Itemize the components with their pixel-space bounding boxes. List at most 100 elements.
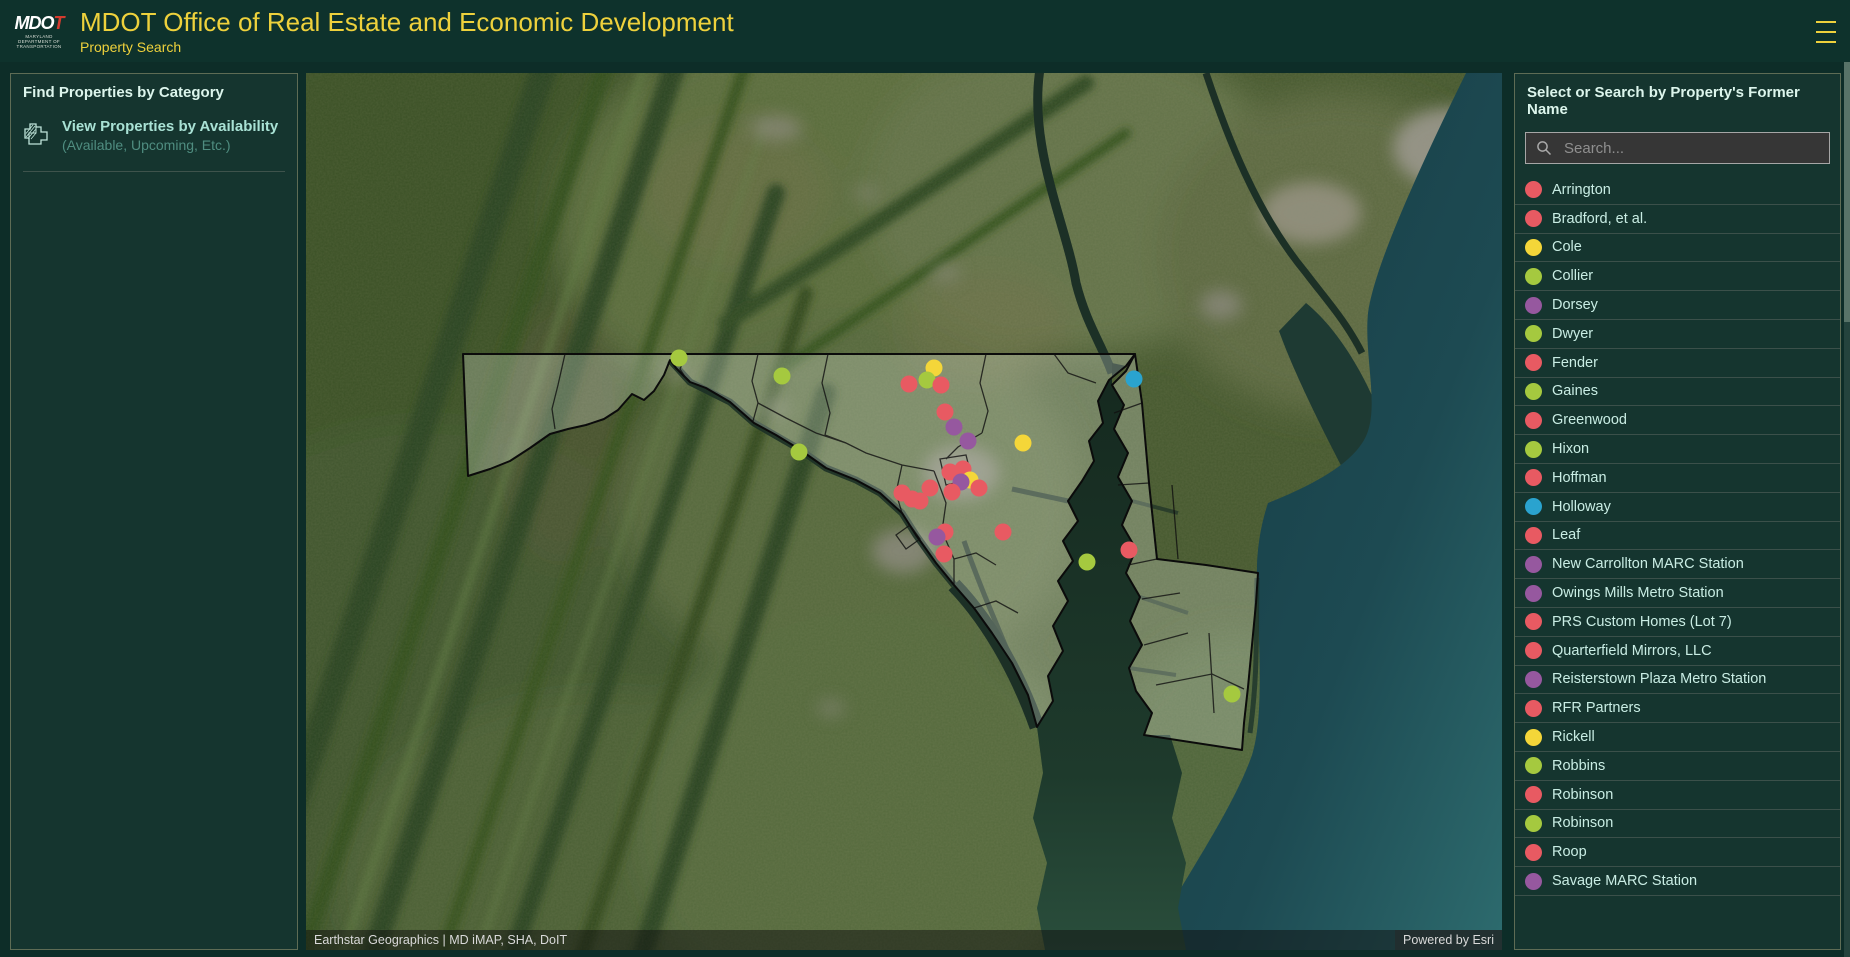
property-list-item[interactable]: Holloway <box>1515 493 1840 522</box>
property-name-label: Bradford, et al. <box>1552 210 1648 227</box>
property-name-label: PRS Custom Homes (Lot 7) <box>1552 613 1732 630</box>
property-list-item[interactable]: Roop <box>1515 838 1840 868</box>
map-property-dot[interactable] <box>670 349 688 367</box>
property-list-item[interactable]: PRS Custom Homes (Lot 7) <box>1515 608 1840 637</box>
property-color-dot <box>1525 613 1542 631</box>
property-color-dot <box>1525 440 1542 458</box>
map-attribution-text: Earthstar Geographics | MD iMAP, SHA, Do… <box>314 933 568 947</box>
map-property-dot[interactable] <box>773 367 791 385</box>
property-color-dot <box>1525 670 1542 688</box>
property-list-item[interactable]: Bradford, et al. <box>1515 205 1840 234</box>
property-list-item[interactable]: RFR Partners <box>1515 694 1840 724</box>
property-name-label: Arrington <box>1552 181 1611 198</box>
property-list-item[interactable]: Rickell <box>1515 723 1840 752</box>
property-list-item[interactable]: Owings Mills Metro Station <box>1515 579 1840 608</box>
map-property-dot[interactable] <box>900 375 918 393</box>
map-property-dot[interactable] <box>1120 541 1138 559</box>
property-name-label: Gaines <box>1552 383 1598 400</box>
category-panel: Find Properties by Category View Propert… <box>10 73 298 950</box>
map-property-dot[interactable] <box>1125 370 1143 388</box>
property-list-item[interactable]: Hixon <box>1515 435 1840 464</box>
property-name-label: Hoffman <box>1552 469 1607 486</box>
property-name-label: Hixon <box>1552 441 1590 458</box>
property-name-label: New Carrollton MARC Station <box>1552 556 1744 573</box>
map-property-dot[interactable] <box>943 483 961 501</box>
map-property-dot[interactable] <box>945 418 963 436</box>
property-list-item[interactable]: Reisterstown Plaza Metro Station <box>1515 666 1840 695</box>
property-list-item[interactable]: Arrington <box>1515 176 1840 205</box>
property-color-dot <box>1525 267 1542 285</box>
property-color-dot <box>1525 786 1542 804</box>
property-name-label: Greenwood <box>1552 412 1627 429</box>
map-property-dot[interactable] <box>921 479 939 497</box>
property-list-item[interactable]: New Carrollton MARC Station <box>1515 550 1840 580</box>
property-list-item[interactable]: Robinson <box>1515 781 1840 810</box>
property-name-label: Fender <box>1552 354 1598 371</box>
map-property-dot[interactable] <box>928 528 946 546</box>
map-property-dot[interactable] <box>1014 434 1032 452</box>
map-property-dot[interactable] <box>941 463 959 481</box>
property-list: Arrington Bradford, et al. Cole Collier … <box>1515 176 1840 896</box>
property-list-item[interactable]: Fender <box>1515 349 1840 378</box>
property-color-dot <box>1525 210 1542 228</box>
property-color-dot <box>1525 814 1542 832</box>
property-search-box[interactable] <box>1525 132 1830 164</box>
view-properties-by-availability-item[interactable]: View Properties by Availability (Availab… <box>23 113 285 172</box>
search-input[interactable] <box>1562 138 1819 158</box>
property-name-label: Robbins <box>1552 757 1606 774</box>
map-property-dot[interactable] <box>1223 685 1241 703</box>
property-color-dot <box>1525 872 1542 890</box>
property-name-label: Dwyer <box>1552 325 1594 342</box>
property-name-label: Leaf <box>1552 527 1581 544</box>
property-list-item[interactable]: Dwyer <box>1515 320 1840 349</box>
property-list-item[interactable]: Leaf <box>1515 522 1840 551</box>
property-list-item[interactable]: Hoffman <box>1515 464 1840 493</box>
property-color-dot <box>1525 555 1542 573</box>
app-header: MDOT Maryland Department of Transportati… <box>0 0 1850 62</box>
property-color-dot <box>1525 728 1542 746</box>
property-list-item[interactable]: Greenwood <box>1515 406 1840 436</box>
map-property-dot[interactable] <box>918 371 936 389</box>
mdot-logo-caption: Maryland Department of Transportation <box>16 33 62 49</box>
category-item-sublabel: (Available, Upcoming, Etc.) <box>62 137 231 153</box>
map-property-dot[interactable] <box>790 443 808 461</box>
property-name-label: Reisterstown Plaza Metro Station <box>1552 671 1767 688</box>
map-property-dot[interactable] <box>1078 553 1096 571</box>
property-name-label: Dorsey <box>1552 297 1598 314</box>
map-property-dot[interactable] <box>935 545 953 563</box>
property-name-label: Savage MARC Station <box>1552 873 1698 890</box>
property-list-item[interactable]: Robinson <box>1515 810 1840 839</box>
property-name-label: Holloway <box>1552 498 1611 515</box>
map-property-dot[interactable] <box>936 403 954 421</box>
map-property-dot[interactable] <box>911 492 929 510</box>
map-property-dot[interactable] <box>932 376 950 394</box>
property-list-item[interactable]: Gaines <box>1515 378 1840 407</box>
hamburger-menu-icon[interactable] <box>1816 19 1838 45</box>
property-color-dot <box>1525 238 1542 256</box>
property-color-dot <box>1525 642 1542 660</box>
property-color-dot <box>1525 382 1542 400</box>
property-list-item[interactable]: Savage MARC Station <box>1515 867 1840 896</box>
property-list-item[interactable]: Cole <box>1515 234 1840 263</box>
scrollbar[interactable] <box>1844 62 1850 957</box>
satellite-map <box>306 73 1502 950</box>
property-name-label: Robinson <box>1552 815 1614 832</box>
property-color-dot <box>1525 181 1542 199</box>
property-color-dot <box>1525 584 1542 602</box>
property-name-label: Robinson <box>1552 786 1614 803</box>
search-icon <box>1537 141 1552 156</box>
property-list-item[interactable]: Quarterfield Mirrors, LLC <box>1515 637 1840 666</box>
map-property-dot[interactable] <box>959 432 977 450</box>
property-list-item[interactable]: Robbins <box>1515 752 1840 781</box>
map-attribution-bar: Earthstar Geographics | MD iMAP, SHA, Do… <box>306 930 1502 950</box>
category-panel-heading: Find Properties by Category <box>23 84 224 101</box>
property-list-item[interactable]: Dorsey <box>1515 291 1840 320</box>
property-color-dot <box>1525 296 1542 314</box>
property-color-dot <box>1525 843 1542 861</box>
map-property-dot[interactable] <box>970 479 988 497</box>
property-list-item[interactable]: Collier <box>1515 262 1840 292</box>
scrollbar-thumb[interactable] <box>1844 62 1850 322</box>
property-name-label: Collier <box>1552 268 1594 285</box>
map-canvas[interactable]: Earthstar Geographics | MD iMAP, SHA, Do… <box>306 73 1502 950</box>
map-property-dot[interactable] <box>994 523 1012 541</box>
